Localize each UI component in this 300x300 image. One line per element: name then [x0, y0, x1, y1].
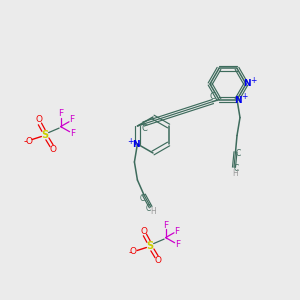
Text: O: O: [140, 226, 148, 236]
Text: -: -: [23, 136, 27, 146]
Text: F: F: [175, 240, 180, 249]
Text: N: N: [243, 80, 251, 88]
Text: -: -: [128, 247, 132, 257]
Text: +: +: [127, 136, 134, 146]
Text: F: F: [69, 116, 75, 124]
Text: S: S: [146, 241, 154, 251]
Text: F: F: [70, 129, 75, 138]
Text: C: C: [235, 149, 241, 158]
Text: H: H: [232, 169, 238, 178]
Text: F: F: [174, 226, 180, 236]
Text: +: +: [250, 76, 256, 85]
Text: O: O: [25, 136, 32, 146]
Text: C: C: [141, 124, 147, 133]
Text: S: S: [41, 130, 49, 140]
Text: C: C: [140, 194, 145, 203]
Text: F: F: [58, 110, 63, 118]
Text: F: F: [163, 220, 168, 230]
Text: +: +: [241, 92, 247, 101]
Text: C: C: [209, 92, 215, 101]
Text: C: C: [234, 164, 239, 173]
Text: N: N: [234, 96, 242, 105]
Text: O: O: [50, 145, 57, 154]
Text: O: O: [130, 248, 137, 256]
Text: N: N: [132, 140, 140, 149]
Text: O: O: [155, 256, 162, 265]
Text: H: H: [151, 207, 157, 216]
Text: O: O: [35, 116, 43, 124]
Text: C: C: [146, 204, 151, 213]
